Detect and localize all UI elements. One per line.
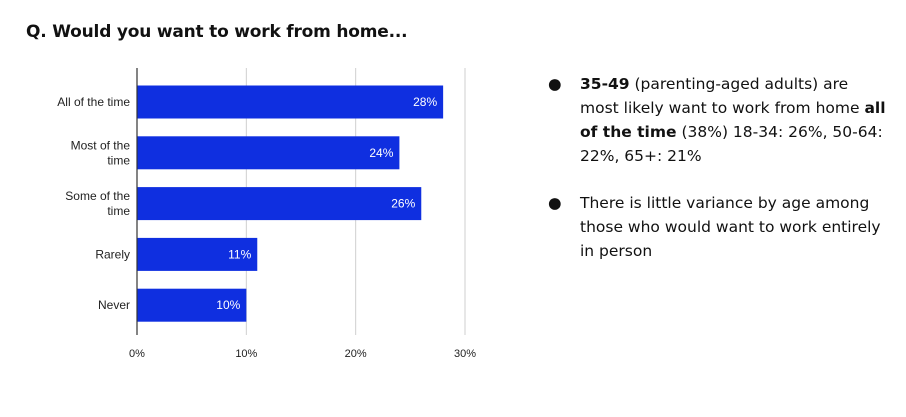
data-labels: 28% 24% 26% 11% 10% (216, 95, 437, 312)
bullet-icon: ● (548, 75, 562, 93)
category-label: All of the time (57, 95, 130, 109)
bar (137, 288, 247, 322)
data-label: 11% (228, 247, 251, 261)
x-tick-label: 10% (235, 348, 257, 360)
x-tick-label: 0% (129, 348, 145, 360)
data-label: 24% (369, 146, 393, 160)
note-text: (38%) 18-34: 26%, 50-64: 22%, 65+: 21% (580, 123, 883, 165)
note-item: ● 35-49 (parenting-aged adults) are most … (548, 72, 888, 168)
question-text: Would you want to work from home... (52, 22, 408, 42)
data-label: 26% (391, 197, 415, 211)
category-label: Some of the time (65, 189, 130, 218)
note-item: ● There is little variance by age among t… (548, 191, 888, 263)
x-tick-labels: 0% 10% 20% 30% (129, 348, 476, 360)
bar (137, 237, 258, 271)
note-text: all of the time (580, 99, 886, 141)
category-label: Most of the time (71, 138, 131, 167)
x-tick-label: 20% (345, 348, 367, 360)
notes-list: ● 35-49 (parenting-aged adults) are most … (548, 72, 888, 286)
bars (137, 85, 444, 322)
bar-chart: All of the time Most of the time Some of th… (57, 68, 476, 360)
bar (137, 136, 400, 170)
category-label: Never (98, 298, 130, 312)
chart-title: Q. Would you want to work from home... (26, 22, 408, 42)
bullet-icon: ● (548, 194, 562, 212)
bar (137, 187, 422, 221)
note-text: (parenting-aged adults) are most likely … (580, 75, 865, 117)
note-text: There is little variance by age among th… (580, 194, 881, 260)
bar (137, 85, 444, 119)
question-prefix: Q. (26, 22, 47, 42)
data-label: 10% (216, 298, 240, 312)
category-labels: All of the time Most of the time Some of th… (57, 95, 130, 312)
category-label: Rarely (95, 247, 130, 261)
note-text: 35-49 (580, 75, 630, 93)
x-tick-label: 30% (454, 348, 476, 360)
data-label: 28% (413, 95, 437, 109)
